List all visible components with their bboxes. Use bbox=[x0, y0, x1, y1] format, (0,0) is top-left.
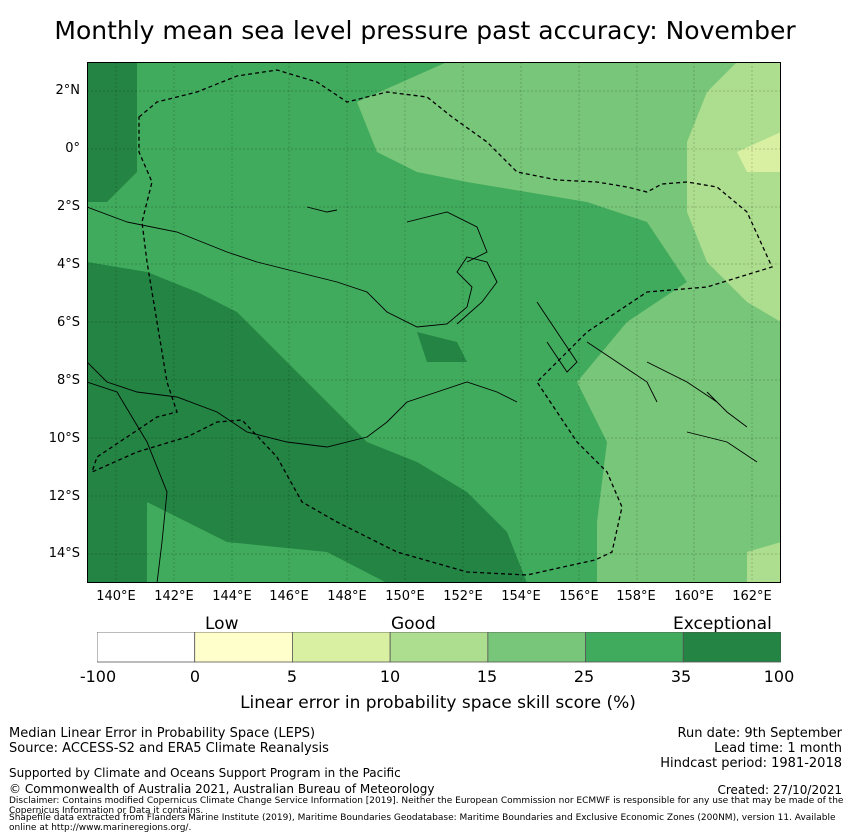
colorbar-tick-10: 10 bbox=[379, 667, 401, 686]
coastline-solomon-east bbox=[686, 431, 758, 463]
colorbar-segment bbox=[682, 632, 781, 663]
skill-map bbox=[87, 62, 781, 583]
colorbar-tick-minus100: -100 bbox=[79, 667, 117, 686]
map-title: Monthly mean sea level pressure past acc… bbox=[54, 16, 796, 45]
colorbar-segment bbox=[585, 632, 684, 663]
lat-label-6s: 6°S bbox=[56, 315, 80, 330]
skill-field-dark-nw bbox=[87, 62, 137, 202]
lon-label-162e: 162°E bbox=[732, 589, 772, 604]
gridlines bbox=[87, 62, 781, 583]
lon-label-152e: 152°E bbox=[443, 589, 483, 604]
skill-field-green-south bbox=[147, 502, 387, 583]
info-source: Source: ACCESS-S2 and ERA5 Climate Reana… bbox=[9, 741, 329, 756]
coastline-australia bbox=[87, 381, 168, 583]
info-method: Median Linear Error in Probability Space… bbox=[9, 726, 316, 741]
info-hindcast: Hindcast period: 1981-2018 bbox=[660, 756, 842, 771]
info-copyright: © Commonwealth of Australia 2021, Austra… bbox=[9, 782, 435, 796]
lon-label-140e: 140°E bbox=[96, 589, 136, 604]
colorbar-segment bbox=[389, 632, 489, 663]
info-created: Created: 27/10/2021 bbox=[717, 783, 842, 797]
lat-label-10s: 10°S bbox=[48, 431, 80, 446]
lon-label-160e: 160°E bbox=[674, 589, 714, 604]
lat-label-4s: 4°S bbox=[56, 257, 80, 272]
colorbar-tick-5: 5 bbox=[286, 667, 298, 686]
lat-label-0: 0° bbox=[65, 141, 80, 156]
lat-label-2s: 2°S bbox=[56, 199, 80, 214]
shapefile-credit: Shapefile data extracted from Flanders M… bbox=[9, 813, 836, 833]
coastline-malaita bbox=[706, 391, 748, 428]
disclaimer-text: Disclaimer: Contains modified Copernicus… bbox=[9, 796, 844, 816]
colorbar-tick-15: 15 bbox=[476, 667, 498, 686]
coastline-new-guinea-north bbox=[87, 206, 498, 328]
colorbar-title: Linear error in probability space skill … bbox=[240, 693, 636, 713]
colorbar-category-low: Low bbox=[205, 614, 239, 634]
skill-field-good-east bbox=[357, 62, 781, 583]
colorbar-segment bbox=[97, 632, 196, 663]
lon-label-150e: 150°E bbox=[385, 589, 425, 604]
coastline-new-guinea-south bbox=[87, 361, 518, 448]
lon-label-146e: 146°E bbox=[269, 589, 309, 604]
lon-label-142e: 142°E bbox=[154, 589, 194, 604]
colorbar-tick-25: 25 bbox=[573, 667, 595, 686]
coastline-bougainville bbox=[536, 301, 578, 373]
colorbar-category-exceptional: Exceptional bbox=[673, 614, 772, 634]
coastline-solomon-west bbox=[586, 341, 658, 403]
colorbar-segment bbox=[292, 632, 391, 663]
lon-label-154e: 154°E bbox=[501, 589, 541, 604]
lon-label-148e: 148°E bbox=[327, 589, 367, 604]
colorbar-category-good: Good bbox=[391, 614, 436, 634]
colorbar-segment bbox=[487, 632, 586, 663]
lon-label-144e: 144°E bbox=[212, 589, 252, 604]
eez-boundary bbox=[90, 69, 773, 576]
info-run-date: Run date: 9th September bbox=[677, 726, 842, 741]
coastline-manus bbox=[306, 206, 338, 213]
colorbar-tick-35: 35 bbox=[670, 667, 692, 686]
colorbar bbox=[97, 632, 781, 663]
skill-field-dark-south bbox=[87, 262, 527, 583]
colorbar-tick-0: 0 bbox=[189, 667, 201, 686]
skill-field-se-patch bbox=[747, 542, 781, 583]
info-lead-time: Lead time: 1 month bbox=[714, 741, 842, 756]
colorbar-segment bbox=[194, 632, 293, 663]
info-support: Supported by Climate and Oceans Support … bbox=[9, 766, 401, 780]
lat-label-12s: 12°S bbox=[48, 489, 80, 504]
lat-label-14s: 14°S bbox=[48, 546, 80, 561]
coastline-new-britain bbox=[406, 211, 488, 263]
lat-label-2n: 2°N bbox=[55, 83, 81, 98]
lon-label-156e: 156°E bbox=[559, 589, 599, 604]
skill-field-low-patch bbox=[737, 132, 781, 172]
map-frame bbox=[87, 62, 781, 583]
skill-field-mid-east bbox=[687, 62, 781, 322]
coastlines bbox=[87, 206, 758, 583]
lon-label-158e: 158°E bbox=[616, 589, 656, 604]
lat-label-8s: 8°S bbox=[56, 373, 80, 388]
coastline-solomon-mid bbox=[646, 361, 718, 403]
colorbar-tick-100: 100 bbox=[763, 667, 795, 686]
skill-map-canvas bbox=[87, 62, 781, 583]
skill-field-dark-patch bbox=[417, 332, 467, 362]
